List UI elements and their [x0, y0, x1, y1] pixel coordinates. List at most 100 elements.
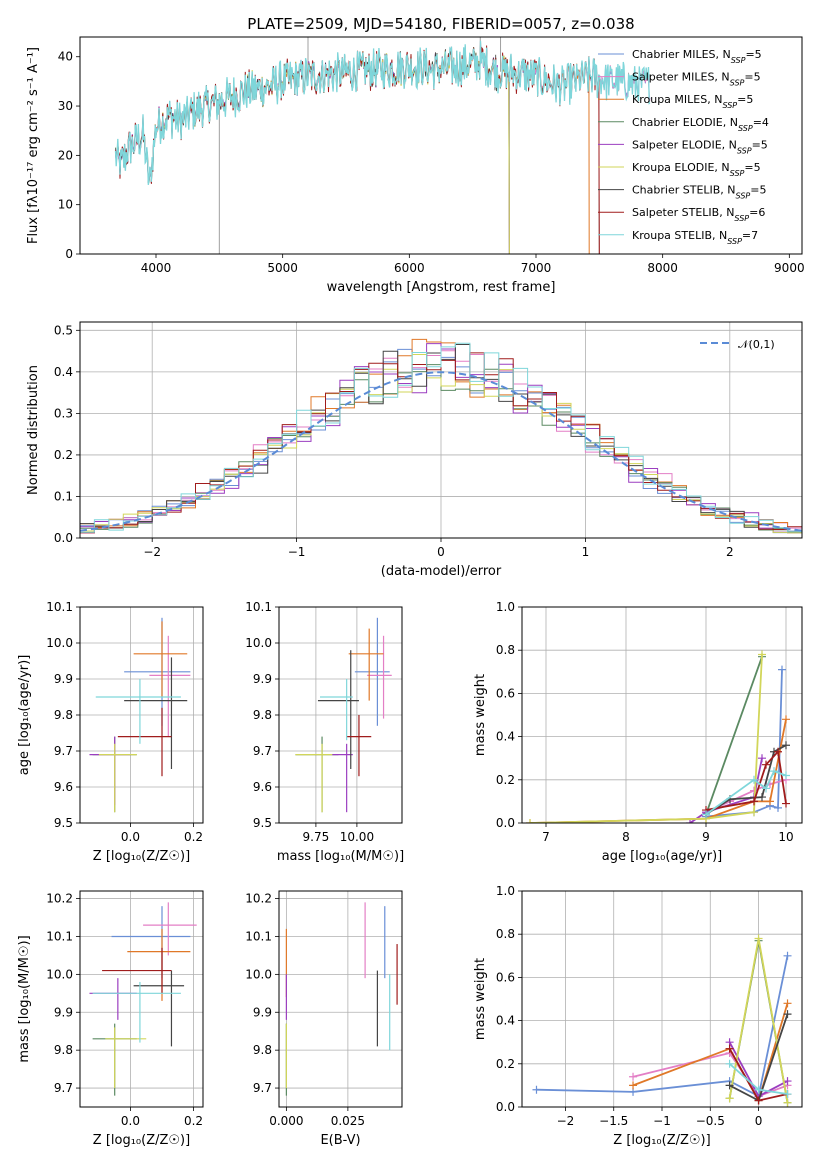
weight-marker	[783, 999, 792, 1008]
y-tick-label: 0.2	[54, 448, 73, 462]
x-tick-label: 7	[542, 830, 550, 844]
x-tick-label: 0.2	[184, 830, 203, 844]
panel-mass-vs-Z: 0.0 0.2 9.7 9.8 9.9 10.0 10.1 10.2 Z [log₁₀(Z/Z☉…	[17, 890, 204, 1148]
weight-marker	[725, 1081, 734, 1090]
weight-marker	[778, 665, 786, 674]
y-tick-label: 9.5	[54, 816, 73, 830]
y-tick-label: 9.9	[253, 672, 272, 686]
x-axis-label: Z [log₁₀(Z/Z☉)]	[613, 1133, 710, 1148]
data-point	[92, 981, 181, 1043]
legend-label: Salpeter ELODIE, NSSP=5	[632, 138, 768, 155]
x-tick-label: 9.75	[303, 830, 330, 844]
plot-area	[532, 934, 792, 1107]
data-point	[354, 617, 390, 726]
y-tick-label: 9.6	[54, 780, 73, 794]
x-tick-label: 6000	[394, 261, 425, 275]
data-point	[95, 679, 181, 744]
x-tick-label: 5000	[267, 261, 298, 275]
x-tick-label: −2	[557, 1114, 575, 1128]
x-tick-label: −1	[653, 1114, 671, 1128]
y-tick-label: 10.1	[245, 600, 272, 614]
y-tick-label: 9.7	[253, 744, 272, 758]
model-line-8	[114, 40, 651, 186]
x-tick-label: 4000	[141, 261, 172, 275]
data-point	[102, 947, 172, 994]
data-point	[143, 902, 197, 956]
weight-marker	[754, 1085, 763, 1094]
x-axis-label: wavelength [Angstrom, rest frame]	[327, 280, 556, 295]
y-tick-label: 0.3	[54, 406, 73, 420]
y-tick-label: 1.0	[496, 884, 515, 898]
y-tick-label: 30	[58, 99, 73, 113]
y-tick-label: 0.4	[496, 730, 515, 744]
data-point	[367, 635, 392, 719]
x-axis-label: E(B-V)	[320, 1133, 360, 1148]
plot-area	[285, 902, 398, 1096]
y-tick-label: 0	[65, 247, 73, 261]
x-axis-label: age [log₁₀(age/yr)]	[602, 849, 723, 864]
data-point	[295, 743, 333, 813]
x-tick-label: 10.00	[340, 830, 374, 844]
data-point	[117, 707, 172, 777]
panel-mass-vs-EBV: 0.000 0.025 9.7 9.8 9.9 10.0 10.1 10.2 E(B-V)	[245, 890, 403, 1148]
legend-label: Chabrier ELODIE, NSSP=4	[632, 116, 769, 133]
y-tick-label: 0.8	[496, 927, 515, 941]
data-point	[320, 679, 353, 741]
axes-frame	[521, 606, 803, 824]
weight-marker	[783, 1077, 792, 1086]
weight-marker	[750, 775, 758, 784]
x-tick-label: −1.5	[599, 1114, 628, 1128]
y-tick-label: 10.2	[46, 892, 73, 906]
x-tick-label: 2	[726, 545, 734, 559]
x-tick-label: 0.000	[269, 1114, 303, 1128]
legend-label: 𝒩(0,1)	[738, 338, 775, 351]
weight-marker	[783, 1098, 792, 1107]
y-tick-label: 9.8	[54, 1043, 73, 1057]
panel-residuals: −2 −1 0 1 2 0.0 0.1 0.2 0.3 0.4 0.5 (data-model)/er…	[26, 321, 803, 579]
y-tick-label: 10.0	[245, 636, 272, 650]
x-tick-label: −0.5	[696, 1114, 725, 1128]
plot-area	[80, 338, 802, 534]
weight-line-5	[529, 654, 763, 823]
weight-marker	[766, 797, 774, 806]
y-tick-label: 10.0	[46, 636, 73, 650]
x-tick-label: 8000	[647, 261, 678, 275]
y-tick-label: 10.0	[46, 967, 73, 981]
weight-marker	[782, 741, 790, 750]
x-tick-label: −2	[143, 545, 161, 559]
panel-age-vs-Z: 0.0 0.2 9.5 9.6 9.7 9.8 9.9 10.0 10.1 Z [log₁₀(Z/…	[17, 600, 204, 864]
y-tick-label: 0.1	[54, 489, 73, 503]
x-tick-label: 0	[437, 545, 445, 559]
weight-marker	[754, 934, 763, 943]
data-point	[89, 736, 131, 805]
weight-marker	[762, 784, 770, 793]
y-tick-label: 0.6	[496, 970, 515, 984]
plot-area	[89, 617, 191, 813]
y-tick-label: 0.0	[496, 816, 515, 830]
chart-title: PLATE=2509, MJD=54180, FIBERID=0057, z=0…	[247, 15, 634, 33]
weight-marker	[762, 760, 770, 769]
x-axis-label: mass [log₁₀(M/M☉)]	[277, 849, 404, 864]
plot-area	[295, 617, 392, 813]
y-axis-label: mass [log₁₀(M/M☉)]	[17, 935, 32, 1062]
y-tick-label: 10.1	[46, 600, 73, 614]
weight-marker	[754, 1096, 763, 1105]
y-axis-label: Normed distribution	[26, 365, 41, 495]
weight-marker	[725, 1094, 734, 1103]
y-tick-label: 0.8	[496, 643, 515, 657]
y-tick-label: 9.9	[253, 1005, 272, 1019]
x-tick-label: 8	[622, 830, 630, 844]
y-tick-label: 0.0	[54, 531, 73, 545]
data-point	[317, 650, 359, 769]
weight-marker	[725, 1044, 734, 1053]
histogram-4	[80, 343, 802, 534]
y-tick-label: 0.5	[54, 323, 73, 337]
weight-marker	[758, 793, 766, 802]
legend-label: Chabrier MILES, NSSP=5	[632, 48, 762, 65]
y-tick-label: 9.8	[253, 1043, 272, 1057]
legend-label: Salpeter MILES, NSSP=5	[632, 71, 761, 88]
x-axis-label: Z [log₁₀(Z/Z☉)]	[93, 1133, 190, 1148]
y-tick-label: 10.1	[46, 929, 73, 943]
y-axis-label: Flux [fλ10⁻¹⁷ erg cm⁻² s⁻¹ A⁻¹]	[26, 47, 41, 244]
y-tick-label: 0.0	[496, 1100, 515, 1114]
